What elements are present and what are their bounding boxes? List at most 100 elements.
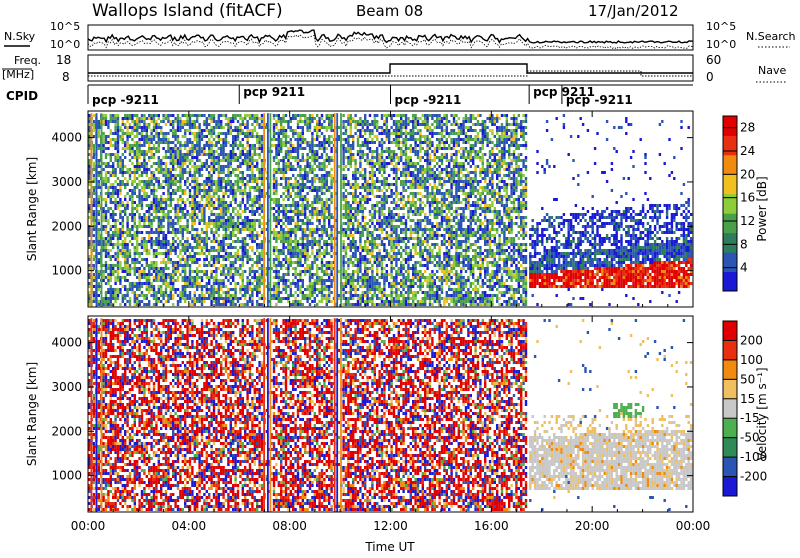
heatmap-cell bbox=[107, 222, 109, 225]
heatmap-cell bbox=[136, 243, 138, 246]
heatmap-cell bbox=[189, 117, 191, 120]
heatmap-cell bbox=[136, 297, 138, 300]
heatmap-cell bbox=[160, 228, 162, 231]
heatmap-cell bbox=[203, 195, 205, 198]
heatmap-cell bbox=[114, 288, 116, 291]
heatmap-cell bbox=[165, 252, 167, 255]
heatmap-cell bbox=[129, 288, 131, 291]
heatmap-cell bbox=[206, 273, 208, 276]
heatmap-cell bbox=[182, 153, 184, 156]
heatmap-cell bbox=[141, 243, 143, 246]
noise-panel: N.Sky 10^5 10^0 10^5 10^0 N.Search bbox=[4, 20, 796, 51]
heatmap-cell bbox=[174, 183, 176, 186]
heatmap-cell bbox=[150, 204, 152, 207]
heatmap-cell bbox=[203, 120, 205, 123]
heatmap-cell bbox=[210, 165, 212, 168]
date-title: 17/Jan/2012 bbox=[588, 2, 679, 20]
heatmap-cell bbox=[172, 222, 174, 225]
heatmap-cell bbox=[93, 204, 95, 207]
heatmap-cell bbox=[194, 132, 196, 135]
heatmap-cell bbox=[206, 183, 208, 186]
heatmap-cell bbox=[179, 123, 181, 126]
heatmap-cell bbox=[184, 201, 186, 204]
heatmap-cell bbox=[196, 126, 198, 129]
heatmap-cell bbox=[174, 192, 176, 195]
heatmap-cell bbox=[107, 120, 109, 123]
heatmap-cell bbox=[201, 132, 203, 135]
heatmap-cell bbox=[167, 255, 169, 258]
heatmap-cell bbox=[112, 114, 114, 117]
heatmap-cell bbox=[179, 156, 181, 159]
heatmap-cell bbox=[182, 279, 184, 282]
heatmap-cell bbox=[105, 186, 107, 189]
heatmap-cell bbox=[174, 120, 176, 123]
heatmap-cell bbox=[105, 255, 107, 258]
heatmap-cell bbox=[162, 213, 164, 216]
heatmap-cell bbox=[198, 219, 200, 222]
heatmap-cell bbox=[206, 240, 208, 243]
heatmap-cell bbox=[162, 138, 164, 141]
heatmap-cell bbox=[138, 189, 140, 192]
heatmap-cell bbox=[184, 216, 186, 219]
heatmap-cell bbox=[179, 210, 181, 213]
heatmap-cell bbox=[129, 168, 131, 171]
heatmap-cell bbox=[208, 195, 210, 198]
heatmap-cell bbox=[114, 147, 116, 150]
heatmap-cell bbox=[174, 207, 176, 210]
heatmap-cell bbox=[141, 207, 143, 210]
heatmap-cell bbox=[182, 159, 184, 162]
heatmap-cell bbox=[134, 207, 136, 210]
heatmap-cell bbox=[114, 174, 116, 177]
heatmap-cell bbox=[124, 270, 126, 273]
heatmap-cell bbox=[148, 186, 150, 189]
heatmap-cell bbox=[210, 195, 212, 198]
freq-left-tick-top: 18 bbox=[56, 53, 71, 67]
heatmap-cell bbox=[129, 150, 131, 153]
heatmap-cell bbox=[158, 159, 160, 162]
heatmap-cell bbox=[165, 168, 167, 171]
heatmap-cell bbox=[162, 234, 164, 237]
heatmap-cell bbox=[160, 168, 162, 171]
heatmap-cell bbox=[155, 240, 157, 243]
heatmap-cell bbox=[160, 198, 162, 201]
heatmap-cell bbox=[177, 261, 179, 264]
heatmap-cell bbox=[126, 129, 128, 132]
heatmap-cell bbox=[122, 117, 124, 120]
heatmap-cell bbox=[179, 297, 181, 300]
heatmap-cell bbox=[203, 270, 205, 273]
heatmap-cell bbox=[177, 246, 179, 249]
heatmap-cell bbox=[153, 279, 155, 282]
heatmap-cell bbox=[167, 177, 169, 180]
heatmap-cell bbox=[208, 216, 210, 219]
heatmap-cell bbox=[201, 249, 203, 252]
heatmap-cell bbox=[203, 219, 205, 222]
heatmap-cell bbox=[112, 174, 114, 177]
heatmap-cell bbox=[107, 282, 109, 285]
heatmap-cell bbox=[210, 135, 212, 138]
heatmap-cell bbox=[150, 180, 152, 183]
heatmap-cell bbox=[138, 141, 140, 144]
heatmap-cell bbox=[124, 231, 126, 234]
heatmap-cell bbox=[182, 288, 184, 291]
heatmap-cell bbox=[150, 189, 152, 192]
heatmap-cell bbox=[136, 123, 138, 126]
heatmap-cell bbox=[201, 195, 203, 198]
heatmap-cell bbox=[184, 240, 186, 243]
heatmap-cell bbox=[124, 114, 126, 117]
heatmap-cell bbox=[129, 234, 131, 237]
heatmap-cell bbox=[160, 201, 162, 204]
heatmap-cell bbox=[198, 276, 200, 279]
heatmap-cell bbox=[112, 162, 114, 165]
heatmap-cell bbox=[158, 279, 160, 282]
heatmap-cell bbox=[162, 231, 164, 234]
heatmap-cell bbox=[119, 213, 121, 216]
heatmap-cell bbox=[117, 165, 119, 168]
heatmap-cell bbox=[107, 237, 109, 240]
heatmap-cell bbox=[129, 195, 131, 198]
heatmap-cell bbox=[196, 261, 198, 264]
heatmap-cell bbox=[206, 237, 208, 240]
heatmap-cell bbox=[189, 195, 191, 198]
heatmap-cell bbox=[177, 201, 179, 204]
heatmap-cell bbox=[124, 288, 126, 291]
heatmap-cell bbox=[177, 264, 179, 267]
